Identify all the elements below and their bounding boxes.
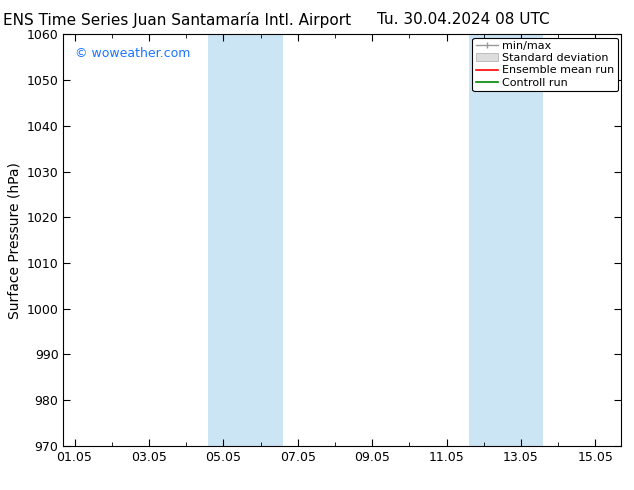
Text: ENS Time Series Juan Santamaría Intl. Airport: ENS Time Series Juan Santamaría Intl. Ai… <box>3 12 352 28</box>
Bar <box>469 34 543 446</box>
Text: Tu. 30.04.2024 08 UTC: Tu. 30.04.2024 08 UTC <box>377 12 549 27</box>
Y-axis label: Surface Pressure (hPa): Surface Pressure (hPa) <box>7 162 21 318</box>
Bar <box>209 34 283 446</box>
Text: © woweather.com: © woweather.com <box>75 47 190 60</box>
Legend: min/max, Standard deviation, Ensemble mean run, Controll run: min/max, Standard deviation, Ensemble me… <box>472 38 618 91</box>
